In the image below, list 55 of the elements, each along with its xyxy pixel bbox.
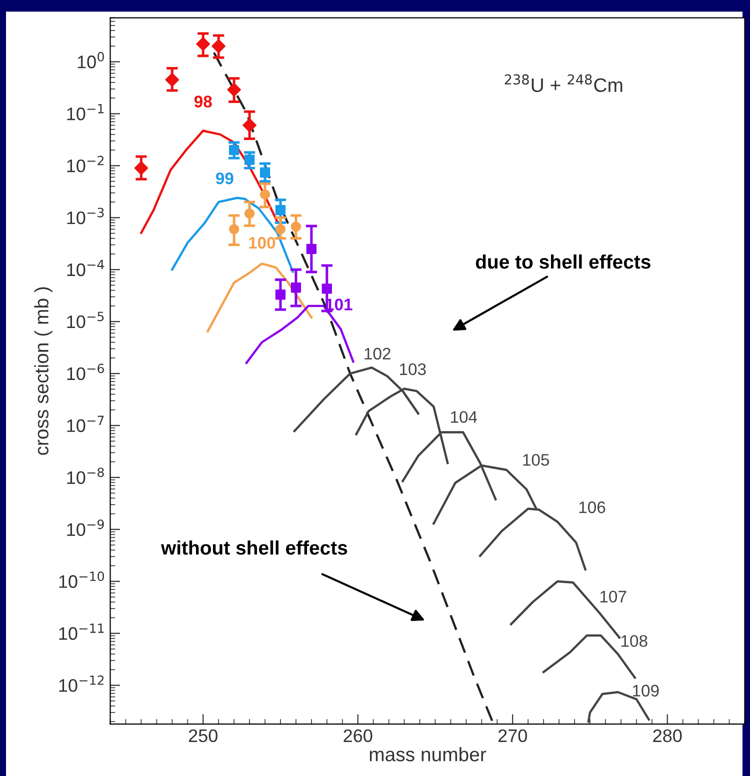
x-tick-label: 250 [188,729,218,742]
line-series [140,130,278,234]
series-label: 107 [600,590,626,603]
y-tick-label: 10$^{−8}$ [67,468,104,484]
point [290,282,302,293]
point [244,154,255,165]
x-tick-label: 260 [344,729,372,742]
annotation: without shell effects [160,540,348,555]
point [227,82,241,97]
series-label: 104 [451,411,478,423]
point [322,284,332,294]
point [260,189,270,200]
x-tick-label: 270 [498,729,527,742]
series-label: 108 [621,635,648,647]
y-tick-label: 10$^{−12}$ [59,675,104,692]
y-tick-label: 10$^{−11}$ [59,624,104,640]
series-label: 103 [400,363,426,376]
x-axis-title: mass number [370,747,486,762]
annotation: due to shell effects [476,254,650,269]
point [275,290,286,300]
point [242,118,256,132]
point [275,204,286,216]
y-tick-label: 10$^{−10}$ [59,571,104,588]
point [244,208,255,219]
point [290,222,302,232]
series-label: 99 [216,172,234,184]
point [196,37,210,51]
point [228,144,240,156]
x-tick-label: 280 [653,729,682,742]
series-label: 109 [632,684,659,697]
series-label: 102 [364,348,390,360]
y-tick-label: 10$^{−7}$ [67,416,104,432]
y-tick-label: 10$^{−5}$ [67,312,104,328]
point [212,39,226,54]
point [306,244,317,254]
y-tick-label: 10$^{−3}$ [67,208,104,224]
point [228,224,240,234]
series-label: 105 [523,454,550,466]
annotation: $^{238}$U + $^{248}$Cm [504,74,622,92]
y-axis-title: cross section ( mb ) [34,287,52,455]
y-tick-label: 10$^{−6}$ [67,364,104,380]
series-label: 98 [194,96,212,108]
point [260,167,270,178]
point [134,161,148,175]
series-label: 100 [249,236,276,249]
y-tick-label: 10$^{−9}$ [67,520,104,536]
y-tick-label: 10$^{0}$ [78,52,104,68]
point [275,224,286,234]
y-tick-label: 10$^{−2}$ [67,156,104,172]
line-series [206,262,313,332]
line-series [171,196,294,273]
y-tick-label: 10$^{−1}$ [67,104,104,120]
point [165,72,180,87]
y-tick-label: 10$^{−4}$ [67,260,104,276]
series-label: 106 [579,501,606,514]
